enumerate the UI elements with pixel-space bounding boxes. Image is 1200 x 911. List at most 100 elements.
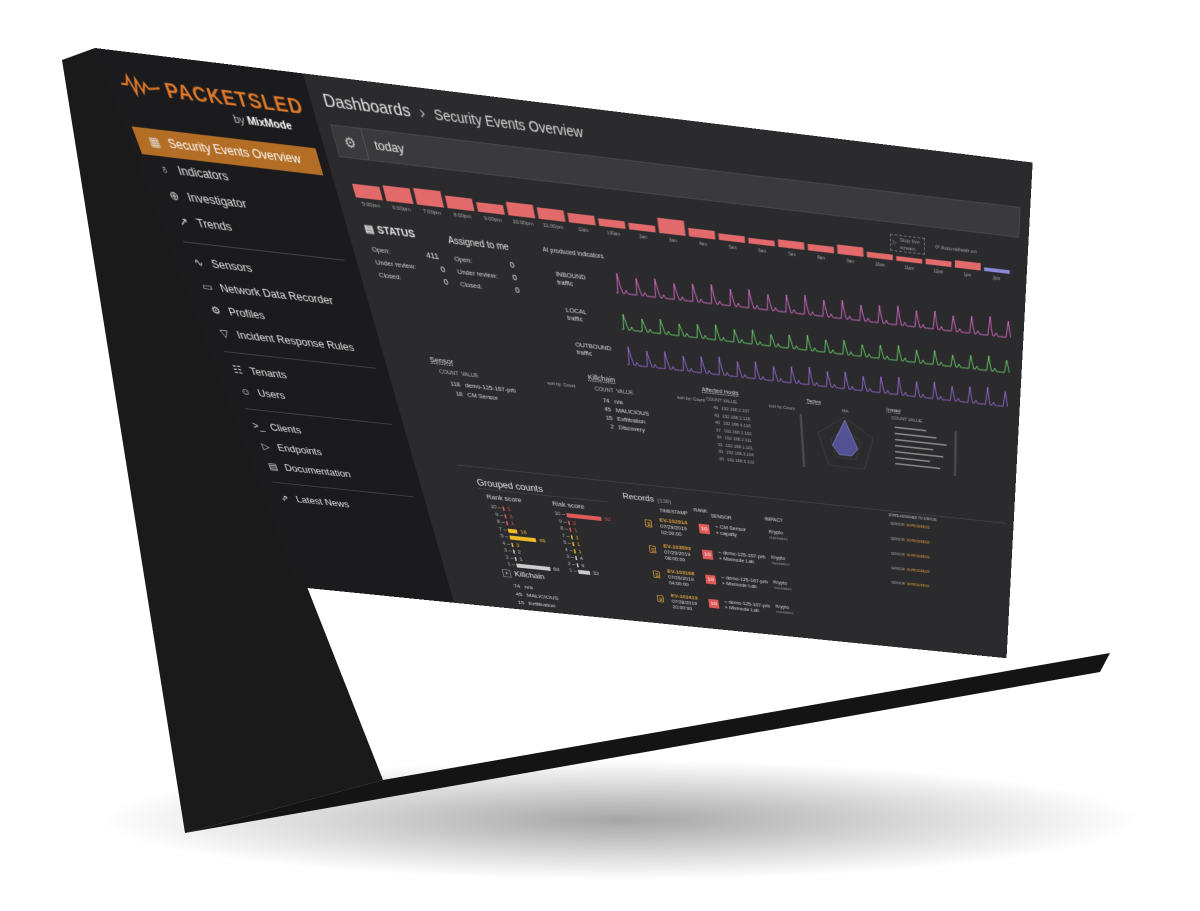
main-content: Dashboards › Security Events Overview ⚙ to… (303, 73, 1033, 659)
score-bar[interactable] (502, 506, 505, 511)
timeline-bar[interactable] (657, 217, 686, 236)
risk-score-title: Risk score (551, 499, 585, 511)
score-bar[interactable] (572, 541, 575, 547)
document-icon[interactable] (652, 570, 661, 579)
timeline-bar[interactable] (954, 260, 981, 271)
score-axis-label: 5 (500, 533, 505, 539)
timeline-bar[interactable] (352, 183, 383, 201)
score-bar-value: 4 (579, 555, 584, 562)
timeline-bar[interactable] (567, 212, 596, 226)
timeline-bar[interactable] (837, 244, 864, 257)
impact-row[interactable] (895, 456, 931, 463)
document-icon[interactable] (644, 519, 653, 528)
document-icon[interactable] (648, 545, 657, 554)
score-axis-label: 1 (507, 561, 512, 567)
timeline-tick-label: 1pm (964, 273, 972, 279)
timeline-bar[interactable] (807, 243, 835, 254)
timeline-bar[interactable] (896, 256, 923, 264)
timeline-bar[interactable] (628, 222, 656, 233)
event-impact: Krypto reputation (768, 529, 788, 542)
records-head-rank[interactable]: RANK (693, 507, 708, 515)
timeline-bar[interactable] (688, 227, 716, 240)
impact-row[interactable] (894, 438, 947, 446)
score-bar[interactable] (575, 556, 578, 561)
tactics-radar-chart[interactable] (808, 407, 881, 479)
timeline-tick-label: 5am (729, 245, 737, 251)
timeline-bar[interactable] (925, 258, 952, 268)
score-bar[interactable] (514, 556, 517, 561)
event-impact: Krypto reputation (773, 580, 792, 592)
score-axis-label: 7 (498, 526, 503, 532)
rank-badge: 10 (698, 523, 711, 535)
score-bar[interactable] (569, 527, 572, 532)
records-head-impact[interactable]: IMPACT (764, 516, 784, 524)
status-row-closed: Closed: 0 (377, 270, 450, 287)
log-row[interactable]: SENSOR IN PROGRESS (891, 566, 930, 574)
score-bar-value: 1 (574, 533, 580, 541)
impact-scrollbar[interactable] (953, 430, 957, 477)
score-axis-label: 4 (564, 547, 569, 553)
score-axis-label: 8 (496, 519, 501, 525)
axis-tick (569, 549, 573, 551)
log-row[interactable]: SENSOR IN PROGRESS (891, 580, 930, 588)
score-bar[interactable] (570, 534, 573, 540)
timeline-bar[interactable] (505, 201, 536, 219)
timeline-bar[interactable] (718, 233, 746, 243)
score-bar[interactable] (577, 569, 591, 575)
log-row[interactable]: SENSOR IN PROGRESS (890, 536, 930, 545)
log-row[interactable]: SENSOR IN PROGRESS (890, 521, 930, 530)
axis-tick (508, 550, 512, 552)
timeline-bar[interactable] (597, 218, 626, 229)
pulse-icon: ∿ (191, 255, 206, 270)
score-bar[interactable] (512, 549, 516, 554)
dashboard-grid-icon: ▦ (146, 134, 163, 150)
log-row[interactable]: SENSOR IN PROGRESS (890, 551, 930, 560)
timeline-bar[interactable] (777, 239, 805, 250)
score-bar[interactable] (573, 549, 576, 554)
sidebar-item-label: Users (255, 387, 287, 402)
impact-head: COUNT VALUE (891, 416, 923, 425)
timeline-bar[interactable] (413, 187, 445, 208)
impact-row[interactable] (895, 462, 941, 470)
timeline-tick-label: 10am (875, 262, 885, 268)
gear-icon[interactable]: ⚙ (331, 125, 370, 160)
sidebar-item-latest-news[interactable]: ⇗ Latest News (260, 487, 431, 523)
list-item[interactable]: 74 n/a (513, 582, 534, 591)
hosts-scrollbar[interactable] (799, 413, 806, 468)
timeline-bar[interactable] (983, 267, 1010, 274)
score-bar-value: 16 (519, 528, 528, 535)
timeline-bar[interactable] (536, 207, 566, 222)
event-timeline-bars[interactable]: 5:00pm 6:00pm 7:00pm 8:00pm 9:00pm 10:00pm 11:… (350, 176, 1011, 298)
timeline-bar[interactable] (866, 251, 893, 261)
traffic-sparkline-1[interactable] (620, 314, 1010, 373)
score-bar[interactable] (567, 520, 571, 525)
hosts-sort[interactable]: sort by Count (768, 404, 796, 412)
crosshair-icon: ⊕ (167, 188, 182, 204)
timeline-bar[interactable] (382, 185, 414, 205)
host-row[interactable]: 33 192.168.5.122 (718, 456, 755, 465)
impact-row[interactable] (894, 444, 934, 451)
impact-row[interactable] (895, 450, 944, 458)
document-icon[interactable] (656, 594, 665, 603)
sensor-sort[interactable]: sort by: Count (546, 381, 576, 390)
timeline-bar[interactable] (476, 202, 505, 215)
score-bar[interactable] (507, 528, 518, 534)
breadcrumb-root[interactable]: Dashboards (320, 90, 413, 121)
score-bar[interactable] (504, 513, 507, 519)
score-bar[interactable] (516, 563, 551, 571)
timeline-bar[interactable] (444, 195, 475, 212)
score-bar[interactable] (511, 542, 514, 547)
score-bar[interactable] (505, 521, 509, 526)
external-link-icon: ⇗ (278, 492, 291, 504)
records-head-sensor[interactable]: SENSOR (710, 513, 732, 521)
killchain-sort[interactable]: sort by: Count (676, 395, 706, 404)
event-timestamp: 07/29/2019 02:00:00 (660, 524, 688, 538)
impact-row[interactable] (894, 432, 937, 439)
timeline-bar[interactable] (748, 237, 775, 247)
impact-row[interactable] (894, 426, 927, 432)
killchain-group[interactable]: + Killchain (501, 569, 545, 581)
score-axis-label: 10 (554, 511, 561, 517)
score-bar[interactable] (576, 562, 579, 568)
expand-icon[interactable]: + (501, 569, 512, 578)
axis-tick (503, 529, 507, 531)
